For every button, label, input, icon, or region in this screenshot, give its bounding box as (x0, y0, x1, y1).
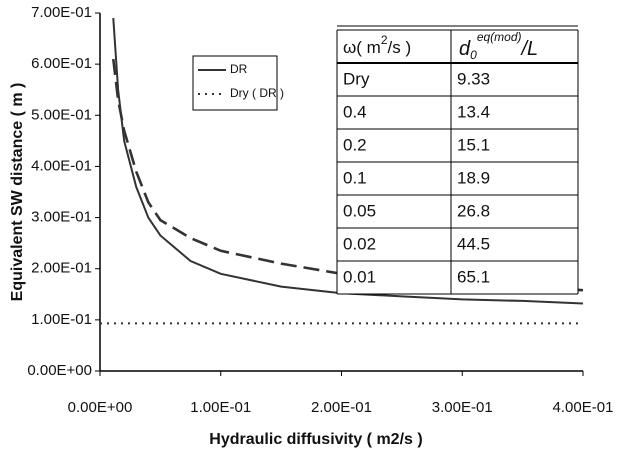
table-cell: 13.4 (457, 102, 490, 121)
table-header-part: d (459, 38, 471, 60)
y-axis-title: Equivalent SW distance ( m ) (9, 83, 26, 302)
table-header: d0eq(mod)/L (459, 30, 538, 62)
table-cell: 26.8 (457, 201, 490, 220)
y-tick-label: 0.00E+00 (27, 362, 92, 379)
x-tick-label: 2.00E-01 (311, 399, 372, 416)
x-tick-label: 3.00E-01 (432, 399, 493, 416)
x-axis-title: Hydraulic diffusivity ( m2/s ) (209, 431, 422, 448)
table-cell: 15.1 (457, 135, 490, 154)
line-series (112, 18, 584, 305)
table-cell: 0.05 (343, 201, 376, 220)
table-cell: 0.01 (343, 267, 376, 286)
table-header-part: ω( m (343, 38, 381, 57)
table-cell: 0.1 (343, 168, 367, 187)
table-header-part: /s ) (388, 38, 412, 57)
legend-label: DR (230, 62, 248, 76)
y-tick-label: 7.00E-01 (31, 4, 92, 21)
y-tick-label: 3.00E-01 (31, 209, 92, 226)
table-cell: 0.4 (343, 102, 367, 121)
table-header-part: 0 (470, 48, 477, 62)
legend-box (192, 55, 278, 111)
table-cell: 0.2 (343, 135, 367, 154)
table-header-part: /L (520, 38, 539, 60)
y-tick-label: 6.00E-01 (31, 55, 92, 72)
y-tick-label: 1.00E-01 (31, 311, 92, 328)
y-tick-label: 5.00E-01 (31, 106, 92, 123)
legend-label: Dry ( DR ) (230, 86, 284, 100)
table-cell: 18.9 (457, 168, 490, 187)
table-bg (337, 26, 578, 294)
y-tick-label: 2.00E-01 (31, 260, 92, 277)
x-tick-label: 4.00E-01 (553, 399, 614, 416)
table-cell: 65.1 (457, 267, 490, 286)
table-cell: Dry (343, 69, 370, 88)
table-header-part: eq(mod) (477, 30, 522, 44)
x-tick-label: 1.00E-01 (190, 399, 251, 416)
table-cell: 0.02 (343, 234, 376, 253)
table-cell: 44.5 (457, 234, 490, 253)
x-tick-label: 0.00E+00 (68, 399, 133, 416)
table-cell: 9.33 (457, 69, 490, 88)
table-header: ω( m2/s ) (343, 33, 411, 57)
y-tick-label: 4.00E-01 (31, 157, 92, 174)
table-header-part: 2 (381, 33, 388, 47)
